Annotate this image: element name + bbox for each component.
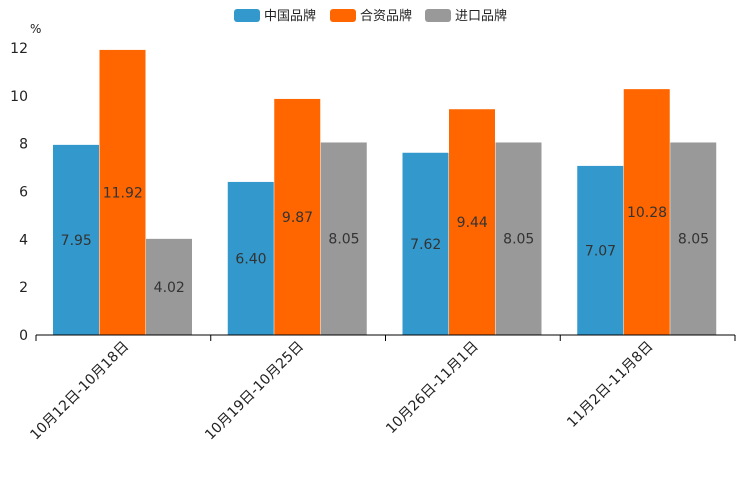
bar-1-2 bbox=[99, 49, 146, 336]
data-label: 4.02 bbox=[154, 280, 185, 296]
legend-swatch-3 bbox=[425, 9, 451, 22]
bar-2-1 bbox=[227, 181, 274, 335]
data-label: 7.07 bbox=[585, 243, 616, 259]
bar-4-3 bbox=[670, 142, 717, 335]
data-label: 9.44 bbox=[457, 215, 488, 231]
y-tick-label: 4 bbox=[19, 232, 28, 248]
bar-3-2 bbox=[449, 109, 495, 335]
y-tick-label: 12 bbox=[10, 41, 28, 57]
data-label: 6.40 bbox=[235, 251, 266, 267]
legend-label-1: 中国品牌 bbox=[264, 8, 316, 24]
y-axis-unit-label: % bbox=[30, 22, 41, 36]
data-label: 8.05 bbox=[328, 232, 359, 248]
x-category-label: 10月26日-11月1日 bbox=[383, 339, 482, 438]
legend-swatch-1 bbox=[234, 9, 260, 22]
x-category-label: 10月12日-10月18日 bbox=[27, 339, 132, 444]
data-label: 11.92 bbox=[103, 185, 143, 201]
y-tick-label: 10 bbox=[10, 89, 28, 105]
legend: 中国品牌 合资品牌 进口品牌 bbox=[234, 8, 507, 24]
data-label: 10.28 bbox=[627, 205, 667, 221]
data-label: 9.87 bbox=[282, 210, 313, 226]
legend-swatch-2 bbox=[330, 9, 356, 22]
bars: 7.95 11.92 4.02 6.40 9.87 8.05 7.62 9.44 8.05 7.0… bbox=[53, 49, 717, 336]
x-category-label: 11月2日-11月8日 bbox=[564, 339, 656, 431]
bar-1-3 bbox=[146, 238, 192, 335]
legend-label-3: 进口品牌 bbox=[455, 8, 507, 24]
bar-2-3 bbox=[320, 142, 367, 335]
bar-4-1 bbox=[577, 165, 624, 335]
y-tick-label: 2 bbox=[19, 280, 28, 296]
y-tick-label: 8 bbox=[19, 137, 28, 153]
data-label: 7.95 bbox=[61, 233, 92, 249]
y-tick-label: 6 bbox=[19, 185, 28, 201]
bar-3-1 bbox=[402, 152, 449, 335]
bar-2-2 bbox=[274, 98, 321, 335]
bar-1-1 bbox=[53, 144, 99, 335]
legend-label-2: 合资品牌 bbox=[360, 8, 412, 24]
data-label: 8.05 bbox=[503, 232, 534, 248]
bar-3-3 bbox=[495, 142, 542, 335]
bar-4-2 bbox=[623, 89, 670, 336]
y-tick-label: 0 bbox=[19, 328, 28, 344]
y-axis: 0 2 4 6 8 10 12 bbox=[10, 41, 28, 344]
x-category-label: 10月19日-10月25日 bbox=[202, 339, 307, 444]
data-label: 7.62 bbox=[410, 237, 441, 253]
data-label: 8.05 bbox=[678, 232, 709, 248]
x-axis: 10月12日-10月18日 10月19日-10月25日 10月26日-11月1日 11… bbox=[27, 335, 736, 444]
